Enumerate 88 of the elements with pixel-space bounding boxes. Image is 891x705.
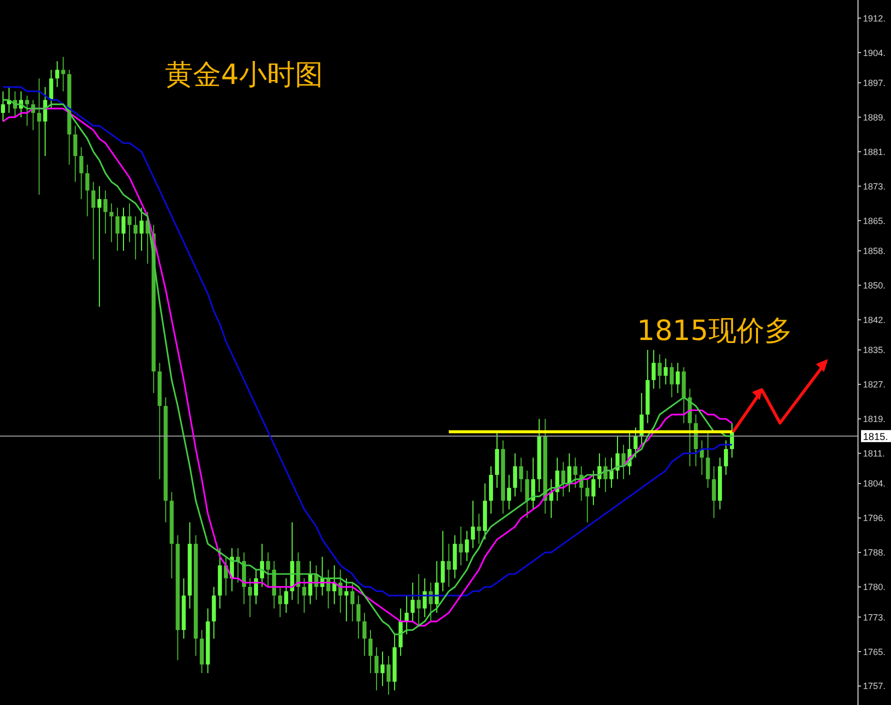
candlestick [567,452,572,493]
candlestick [519,457,524,493]
candlestick [507,474,512,510]
candlestick [356,595,360,640]
candlestick [73,125,78,182]
y-tick-label: 1811. [863,448,885,459]
candlestick [134,216,138,260]
text: 黄金4小时图 [165,57,323,93]
candlestick [79,146,84,200]
candlestick [446,543,451,588]
candlestick [724,440,728,476]
y-tick-label: 1889. [863,112,886,122]
y-tick-label: 1912. [863,13,886,24]
candlestick [434,560,439,614]
candlestick [362,612,366,656]
y-tick-label: 1819. [863,414,886,424]
candlestick [344,578,348,622]
candlestick [380,651,385,687]
candlestick [531,457,536,510]
y-tick-label: 1780. [863,582,886,592]
candlestick [266,552,270,588]
candlestick [115,207,120,252]
candlestick [248,578,252,618]
y-tick-label: 1865. [863,216,886,226]
candlestick [49,69,54,110]
candlestick [97,186,102,308]
candlestick [634,426,638,458]
candlestick [706,431,710,488]
y-tick-label: 1858. [863,246,886,256]
candlestick [440,530,445,592]
candlestick [109,202,114,243]
candlestick [260,543,264,588]
candlestick [585,478,590,523]
candlestick [410,582,415,622]
y-tick-label: 1904. [863,48,886,58]
candlestick [525,470,530,518]
y-tick-label: 1765. [863,646,886,657]
candlestick [712,466,716,518]
candlestick [591,470,596,506]
candlestick [1,90,5,122]
ref-line-label: 1815. [863,432,888,444]
candlestick [37,78,42,196]
candlestick [91,181,96,260]
candlestick [140,207,144,252]
candlestick [573,457,578,488]
annotation: 1815现价多 [637,313,792,349]
y-tick-label: 1842. [863,314,886,325]
candlestick [670,362,674,398]
candlestick [458,526,463,566]
candlestick [103,190,108,234]
candlestick [609,457,614,488]
y-tick-label: 1835. [863,345,886,356]
candlestick [278,586,282,618]
candlestick [386,655,391,696]
candlestick [374,646,379,691]
candlestick [350,582,354,622]
y-tick-label: 1873. [863,181,886,192]
candlestick [121,207,126,252]
candlestick [470,500,475,549]
candlestick [513,452,518,497]
candlestick [464,530,469,562]
y-tick-label: 1881. [863,146,886,157]
y-tick-label: 1804. [863,478,886,489]
candlestick [25,95,30,126]
y-tick-label: 1850. [863,280,886,290]
y-tick-label: 1827. [863,380,886,390]
candlestick [128,202,132,243]
candlestick [476,513,481,544]
candlestick [664,358,668,385]
candlestick [422,578,427,618]
y-tick-label: 1773. [863,612,886,622]
y-tick-label: 1788. [863,548,886,558]
candlestick [561,461,566,497]
candlestick [658,354,662,390]
candlestick [416,574,421,626]
candlestick [302,578,306,614]
candlestick [368,630,372,674]
y-tick-label: 1897. [863,78,886,88]
y-tick-label: 1757. [863,681,886,692]
candlestick [55,60,60,88]
candlestick [85,164,90,217]
candlestick [254,569,258,605]
candlestick [676,362,680,394]
y-tick-label: 1796. [863,513,886,524]
candlestick [284,578,288,614]
candlestick [652,349,656,390]
candlestick [61,56,66,92]
candlestick [43,86,48,156]
